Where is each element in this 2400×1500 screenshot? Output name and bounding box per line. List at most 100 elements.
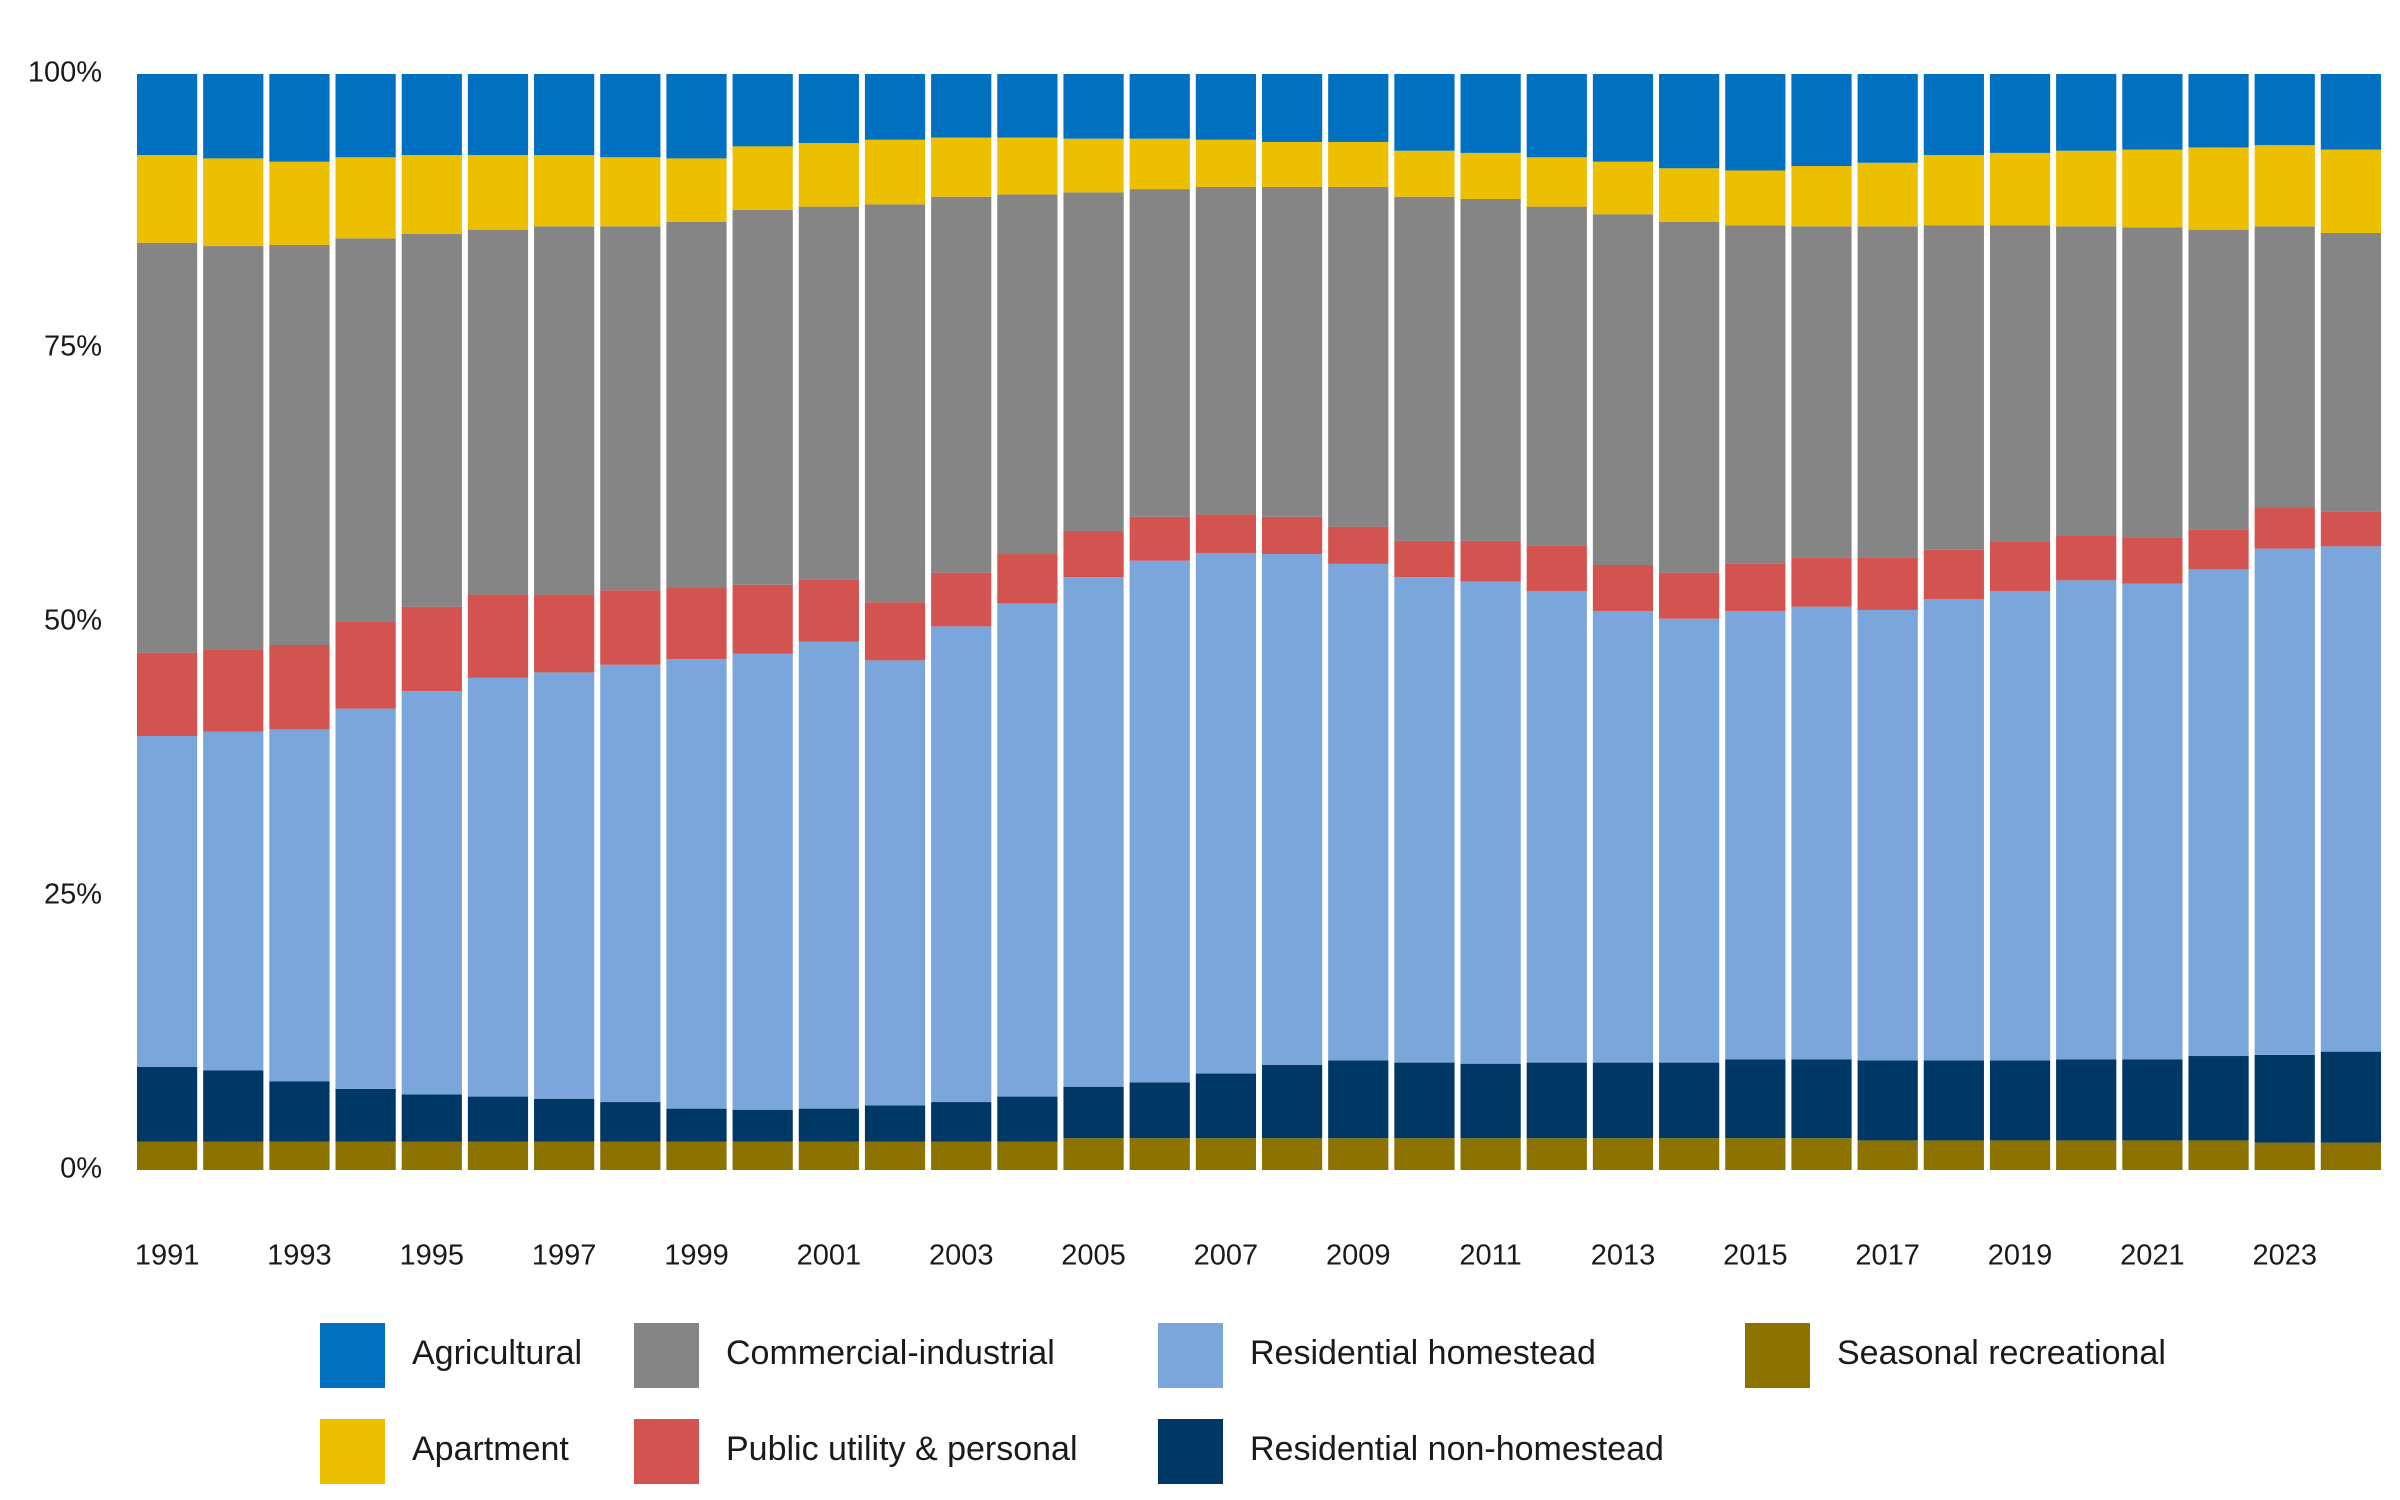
- bar-segment: [1791, 226, 1852, 558]
- bar-segment: [1129, 189, 1190, 517]
- bar-segment: [931, 1102, 992, 1142]
- bar-segment: [136, 155, 198, 243]
- bar-segment: [203, 1070, 264, 1142]
- legend-swatch: [634, 1419, 699, 1484]
- bar-segment: [2254, 508, 2315, 549]
- bar-segment: [1394, 196, 1455, 541]
- bar-segment: [2254, 1054, 2315, 1143]
- legend-label: Public utility & personal: [726, 1430, 1078, 1468]
- bar-segment: [2056, 1059, 2117, 1141]
- bar-segment: [1394, 150, 1455, 197]
- legend-swatch: [1745, 1323, 1810, 1388]
- bar-segment: [1063, 577, 1124, 1087]
- y-tick-label: 25%: [44, 879, 102, 911]
- y-tick-label: 50%: [44, 605, 102, 637]
- bar-segment: [467, 677, 529, 1097]
- bar-segment: [864, 602, 926, 661]
- bar-segment: [1791, 1138, 1852, 1170]
- bar-segment: [1857, 1140, 1918, 1170]
- bar-segment: [1592, 611, 1654, 1063]
- bar-segment: [1460, 581, 1521, 1064]
- bar-segment: [1592, 74, 1654, 162]
- legend-swatch: [1158, 1323, 1223, 1388]
- bar-segment: [1328, 74, 1389, 142]
- x-tick-label: 1993: [267, 1240, 332, 1272]
- bar-segment: [269, 244, 330, 646]
- bar-segment: [1328, 1138, 1389, 1170]
- bar-segment: [732, 146, 793, 210]
- bar-segment: [1659, 572, 1720, 619]
- bar-segment: [1857, 609, 1918, 1061]
- bar-segment: [798, 74, 859, 144]
- x-tick-label: 2011: [1459, 1240, 1521, 1272]
- bar-segment: [666, 74, 727, 159]
- bar-segment: [931, 74, 992, 138]
- bar-segment: [1592, 161, 1654, 215]
- bar-segment: [1592, 1138, 1654, 1170]
- bar-segment: [1460, 540, 1521, 582]
- bar-segment: [1261, 1064, 1323, 1139]
- bar-segment: [2188, 229, 2249, 530]
- bar-segment: [1791, 74, 1852, 167]
- bar-segment: [269, 74, 330, 162]
- bar-segment: [864, 1105, 926, 1142]
- bar-segment: [931, 1141, 992, 1170]
- bar-segment: [1725, 225, 1786, 564]
- bar-segment: [1592, 214, 1654, 566]
- bar-segment: [2056, 580, 2117, 1060]
- bar-segment: [1659, 1138, 1720, 1170]
- legend-swatch: [320, 1419, 385, 1484]
- bar-segment: [1394, 1138, 1455, 1170]
- x-tick-label: 2015: [1723, 1240, 1788, 1272]
- bar-segment: [534, 155, 595, 227]
- bar-segment: [1989, 152, 2051, 226]
- bar-segment: [1659, 1062, 1720, 1139]
- bar-segment: [997, 1096, 1058, 1142]
- bar-segment: [864, 74, 926, 140]
- y-tick-label: 0%: [60, 1153, 102, 1185]
- bar-segment: [2320, 546, 2382, 1052]
- bar-segment: [1526, 1138, 1587, 1170]
- bar-segment: [2254, 74, 2315, 146]
- bar-segment: [335, 157, 396, 239]
- bar-segment: [1328, 141, 1389, 187]
- bar-segment: [1989, 225, 2051, 542]
- bar-segment: [136, 74, 198, 156]
- bar-segment: [2188, 147, 2249, 230]
- x-tick-label: 2005: [1061, 1240, 1126, 1272]
- bar-segment: [1195, 74, 1257, 140]
- bar-segment: [2254, 145, 2315, 227]
- bar-segment: [401, 606, 462, 692]
- bar-segment: [931, 196, 992, 573]
- bar-segment: [1261, 186, 1323, 517]
- bar-segment: [1328, 526, 1389, 564]
- bar-segment: [600, 1102, 661, 1142]
- bar-segment: [136, 1066, 198, 1142]
- bar-segment: [1791, 606, 1852, 1060]
- bar-segment: [2122, 74, 2183, 150]
- bar-segment: [1526, 591, 1587, 1063]
- bar-segment: [1394, 74, 1455, 151]
- bar-segment: [2320, 511, 2382, 547]
- bar-segment: [2122, 583, 2183, 1060]
- bar-segment: [1261, 74, 1323, 142]
- bar-segment: [534, 1098, 595, 1142]
- bar-segment: [534, 226, 595, 595]
- bar-segment: [1526, 206, 1587, 546]
- bar-segment: [732, 1109, 793, 1142]
- bar-segment: [1989, 1140, 2051, 1170]
- bar-segment: [269, 161, 330, 245]
- bar-segment: [798, 143, 859, 207]
- bar-segment: [1791, 1059, 1852, 1139]
- bar-segment: [1394, 577, 1455, 1063]
- bar-segment: [2320, 74, 2382, 150]
- bar-segment: [997, 74, 1058, 138]
- bar-segment: [600, 74, 661, 158]
- bar-segment: [534, 594, 595, 673]
- bar-segment: [1923, 155, 1984, 226]
- bar-segment: [335, 1141, 396, 1170]
- bar-segment: [2122, 537, 2183, 584]
- bar-segment: [864, 204, 926, 603]
- bar-segment: [1526, 545, 1587, 592]
